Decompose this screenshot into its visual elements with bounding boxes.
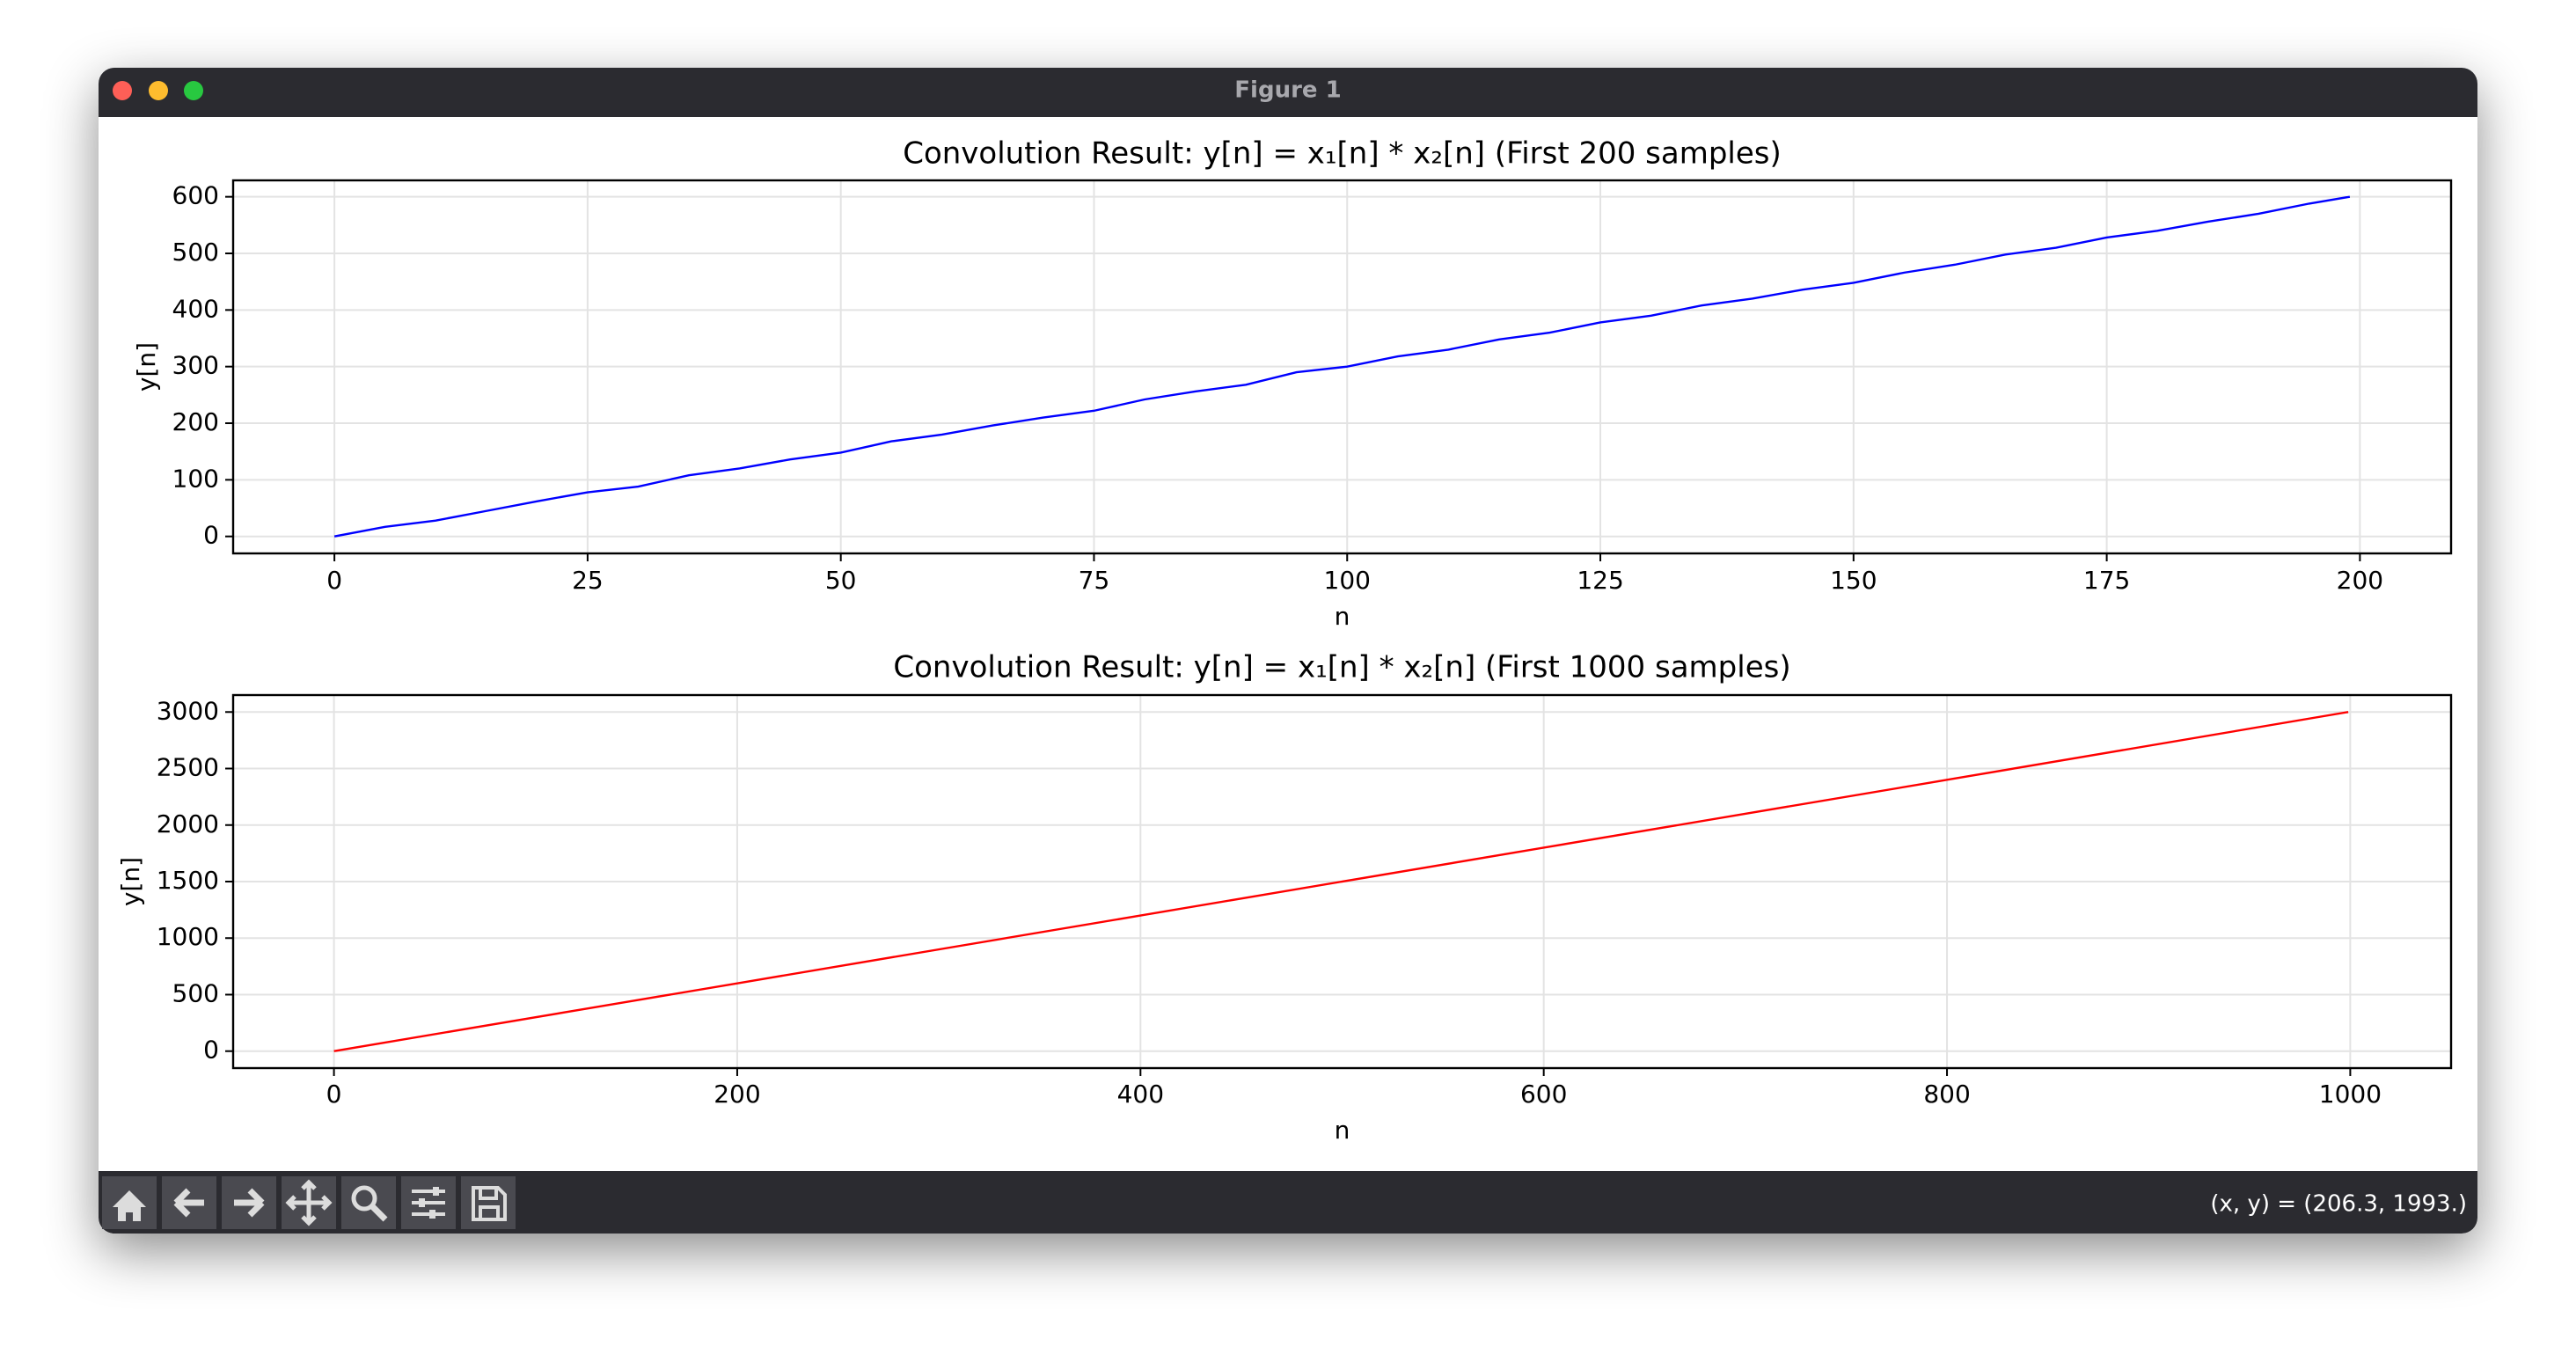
window-title: Figure 1 [1234,77,1341,104]
configure-slider [429,1210,435,1219]
x-axis-label: n [1335,602,1350,631]
x-tick-label: 400 [1117,1080,1164,1109]
zoom-button[interactable] [184,81,203,100]
x-tick-label: 0 [326,1080,342,1109]
forward-icon [234,1188,265,1218]
configure-icon [412,1190,445,1216]
back-icon [173,1188,204,1218]
title-bar [99,68,2477,117]
x-tick-label: 25 [572,566,604,595]
y-tick-label: 0 [203,1036,219,1065]
x-tick-label: 200 [714,1080,760,1109]
pan-icon [285,1179,333,1226]
configure-slider [433,1187,439,1196]
data-line [333,195,2351,538]
save-icon [472,1186,507,1221]
y-tick-label: 400 [172,294,219,323]
y-tick-label: 2000 [157,809,219,838]
y-tick-label: 200 [172,407,219,436]
y-tick-label: 3000 [157,696,219,725]
y-tick-label: 500 [172,978,219,1007]
close-button[interactable] [113,81,132,100]
x-axis-label: n [1335,1116,1350,1145]
toolbar [99,1171,2477,1234]
zoom-icon-handle [370,1204,388,1222]
x-tick-label: 0 [326,566,342,595]
x-tick-label: 800 [1923,1080,1970,1109]
x-tick-label: 600 [1520,1080,1567,1109]
data-line [333,711,2349,1052]
x-tick-label: 125 [1577,566,1623,595]
y-tick-label: 0 [203,521,219,550]
y-tick-label: 2500 [157,753,219,782]
status-text: (x, y) = (206.3, 1993.) [2210,1191,2467,1218]
zoom-icon [351,1185,377,1212]
x-tick-label: 200 [2337,566,2383,595]
x-tick-label: 150 [1830,566,1877,595]
y-axis-label: y[n] [116,857,145,906]
x-tick-label: 50 [825,566,857,595]
x-tick-label: 100 [1324,566,1371,595]
y-tick-label: 300 [172,351,219,380]
toolbar-buttons [102,1176,516,1229]
y-axis-label: y[n] [132,342,161,392]
home-icon [113,1190,146,1221]
y-tick-label: 1500 [157,866,219,895]
x-tick-label: 75 [1079,566,1110,595]
zoom-tool-button[interactable] [341,1176,396,1229]
plot-frame [231,693,2453,1070]
window [99,68,2477,1234]
x-tick-label: 1000 [2319,1080,2382,1109]
minimize-button[interactable] [149,81,168,100]
y-tick-label: 100 [172,464,219,493]
x-tick-label: 175 [2083,566,2130,595]
y-tick-label: 600 [172,181,219,210]
chart-title: Convolution Result: y[n] = x₁[n] * x₂[n]… [893,650,1790,685]
chart-title: Convolution Result: y[n] = x₁[n] * x₂[n]… [903,136,1782,172]
plot-frame [231,179,2453,555]
y-tick-label: 1000 [157,922,219,951]
configure-slider [419,1198,425,1207]
y-tick-label: 500 [172,238,219,267]
